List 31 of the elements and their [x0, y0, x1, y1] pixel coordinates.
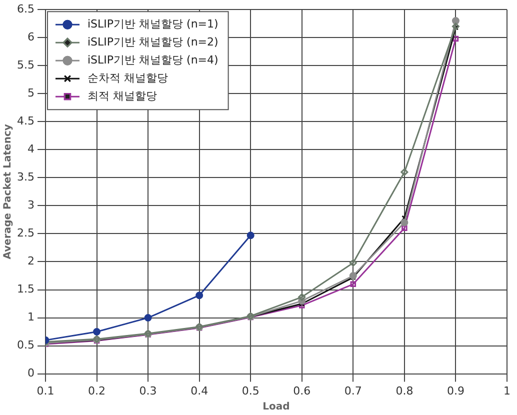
- x-tick-label: 1: [504, 384, 510, 398]
- x-axis-title: Load: [262, 402, 290, 413]
- x-tick-label: 0.4: [190, 384, 208, 398]
- y-tick-label: 1.5: [16, 282, 34, 296]
- legend-label: iSLIP기반 채널할당 (n=4): [87, 53, 218, 66]
- x-tick-label: 0.5: [242, 384, 260, 398]
- y-tick-label: 6.5: [16, 2, 34, 16]
- legend-label: 순차적 채널할당: [87, 71, 168, 84]
- y-tick-label: 0: [27, 366, 34, 380]
- y-axis-title: Average Packet Latency: [2, 124, 14, 260]
- y-tick-label: 5.5: [16, 58, 34, 72]
- x-tick-label: 0.2: [88, 384, 106, 398]
- legend-label: 최적 채널할당: [87, 89, 157, 102]
- y-tick-label: 2.5: [16, 226, 34, 240]
- x-tick-label: 0.3: [139, 384, 157, 398]
- y-tick-label: 1: [27, 310, 34, 324]
- y-tick-label: 3: [27, 198, 34, 212]
- legend-label: iSLIP기반 채널할당 (n=1): [87, 17, 218, 30]
- y-tick-label: 2: [27, 254, 34, 268]
- x-tick-label: 0.8: [396, 384, 414, 398]
- legend-label: iSLIP기반 채널할당 (n=2): [87, 35, 218, 48]
- y-tick-label: 5: [27, 86, 34, 100]
- x-tick-label: 0.7: [344, 384, 362, 398]
- x-tick-label: 0.1: [36, 384, 54, 398]
- y-tick-label: 6: [27, 30, 34, 44]
- y-tick-label: 0.5: [16, 338, 34, 352]
- y-tick-label: 4.5: [16, 114, 34, 128]
- y-tick-label: 3.5: [16, 170, 34, 184]
- x-tick-label: 0.6: [293, 384, 311, 398]
- y-tick-label: 4: [27, 142, 34, 156]
- x-tick-label: 0.9: [446, 384, 464, 398]
